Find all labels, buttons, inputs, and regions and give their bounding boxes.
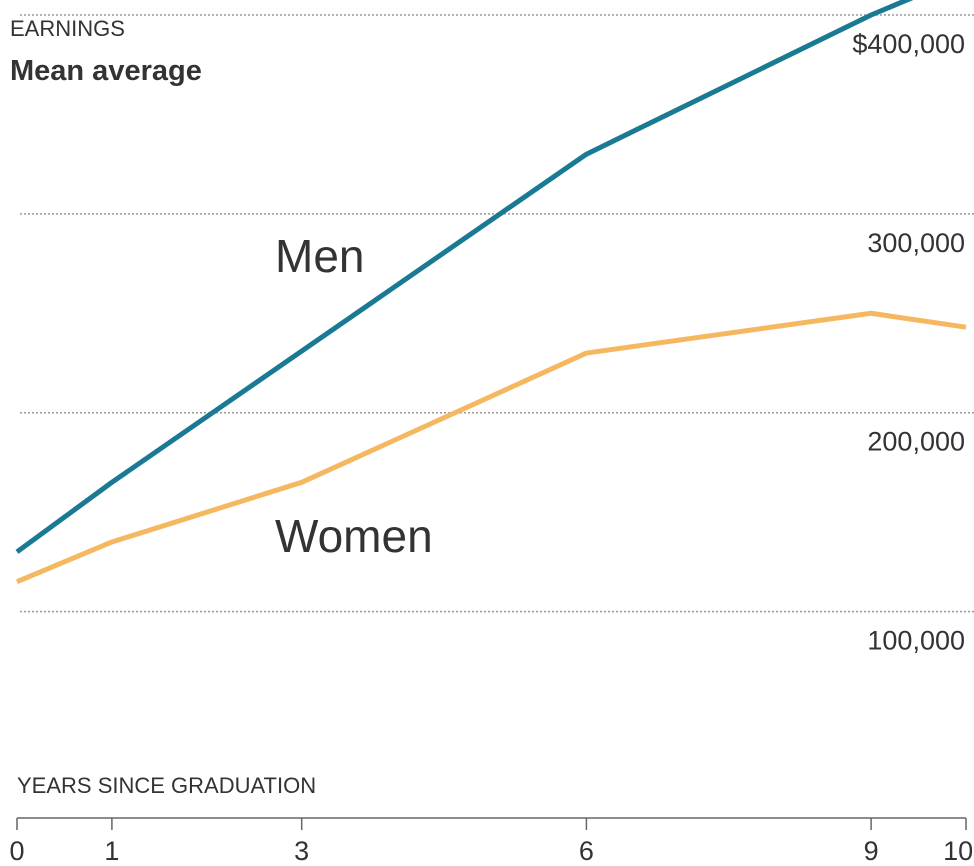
line — [16, 310, 967, 585]
y-tick-label: $400,000 — [852, 29, 965, 59]
x-tick-label: 0 — [9, 836, 24, 866]
x-tick-label: 10+ — [943, 836, 974, 866]
series-label: Women — [275, 510, 433, 562]
y-tick-label: 200,000 — [867, 427, 965, 457]
series-label: Men — [275, 230, 364, 282]
line — [15, 0, 914, 554]
x-axis-label: YEARS SINCE GRADUATION — [17, 773, 316, 798]
y-tick-label: 300,000 — [867, 228, 965, 258]
x-tick-label: 1 — [104, 836, 119, 866]
x-tick-label: 9 — [864, 836, 879, 866]
plot-area — [15, 0, 967, 585]
chart-title: Mean average — [10, 55, 202, 87]
grid — [20, 14, 974, 613]
chart-subtitle: EARNINGS — [10, 16, 125, 41]
x-tick-label: 3 — [294, 836, 309, 866]
x-tick-label: 6 — [579, 836, 594, 866]
y-tick-label: 100,000 — [867, 626, 965, 656]
